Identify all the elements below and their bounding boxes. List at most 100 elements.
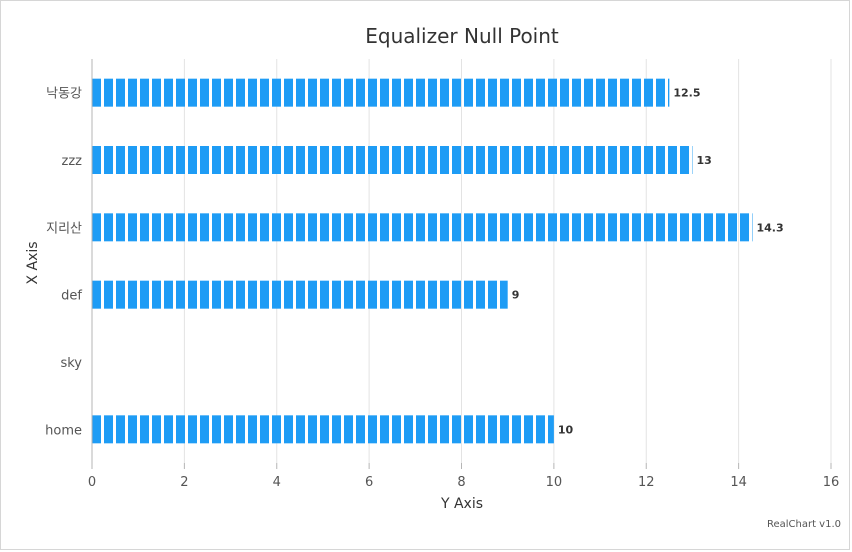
bar-segment	[296, 78, 305, 107]
bar	[92, 280, 508, 309]
bar-segment	[368, 415, 377, 444]
bar-segment	[428, 146, 437, 174]
bar-segment	[452, 415, 461, 444]
bar-segment	[320, 415, 329, 444]
bar-segment	[224, 78, 233, 107]
bar-segment	[512, 415, 521, 444]
bar-segment	[332, 280, 341, 309]
bar-segment	[440, 415, 449, 444]
bar-segment	[668, 78, 670, 107]
tick-label: 2	[180, 475, 188, 490]
bar-segment	[524, 146, 533, 174]
bar-segment	[332, 213, 341, 242]
bar-segment	[164, 280, 173, 309]
bar-segment	[488, 213, 497, 242]
bar-segment	[260, 280, 269, 309]
bar-segment	[524, 415, 533, 444]
bar-segment	[536, 415, 545, 444]
bar-segment	[152, 280, 161, 309]
bar-segment	[368, 213, 377, 242]
bar-segment	[164, 146, 173, 174]
bar-segment	[224, 280, 233, 309]
bar-segment	[308, 213, 317, 242]
bar-segment	[92, 78, 101, 107]
bar-segment	[176, 78, 185, 107]
bar-segment	[284, 78, 293, 107]
bar-segment	[488, 415, 497, 444]
bar-segment	[212, 78, 221, 107]
bar-segment	[320, 146, 329, 174]
bar-segment	[344, 213, 353, 242]
bar-segment	[224, 146, 233, 174]
bar-segment	[128, 415, 137, 444]
bar-segment	[644, 146, 653, 174]
bar-segment	[500, 78, 509, 107]
bar-segment	[128, 213, 137, 242]
bar-segment	[500, 213, 509, 242]
bar-segment	[200, 146, 209, 174]
bar-segment	[404, 146, 413, 174]
bar-segment	[476, 213, 485, 242]
bar-segment	[584, 146, 593, 174]
bar-segment	[584, 213, 593, 242]
bar-segment	[476, 78, 485, 107]
bar-segment	[464, 415, 473, 444]
bar-segment	[668, 213, 677, 242]
bar-segment	[692, 213, 701, 242]
bar-segment	[404, 213, 413, 242]
bar-segment	[284, 415, 293, 444]
bar-segment	[260, 213, 269, 242]
bar-segment	[308, 280, 317, 309]
bar-segment	[128, 280, 137, 309]
bar-segment	[176, 146, 185, 174]
bar-segment	[548, 146, 557, 174]
category-label: def	[61, 289, 82, 304]
data-label: 12.5	[673, 87, 700, 100]
bar-segment	[356, 415, 365, 444]
bar-segment	[92, 415, 101, 444]
bar-segment	[500, 415, 509, 444]
bar-segment	[272, 415, 281, 444]
bar-segment	[644, 213, 653, 242]
bar-segment	[116, 78, 125, 107]
bar-segment	[548, 78, 557, 107]
value-tick-labels: 0 2 4 6 8 10 12 14 16	[88, 463, 839, 490]
bar-segment	[416, 415, 425, 444]
category-label: 낙동강	[46, 87, 82, 102]
bar-segment	[272, 146, 281, 174]
value-axis-title: Y Axis	[440, 496, 483, 512]
tick-label: 14	[730, 475, 747, 490]
bar-segment	[236, 415, 245, 444]
bar-segment	[140, 78, 149, 107]
bar-segment	[368, 78, 377, 107]
bar-segment	[104, 213, 113, 242]
bar-segment	[416, 78, 425, 107]
bar-segment	[248, 213, 257, 242]
bar-segment	[524, 78, 533, 107]
bar-segment	[188, 78, 197, 107]
bar-segment	[296, 415, 305, 444]
bar-segment	[308, 146, 317, 174]
bar	[92, 146, 693, 174]
bar-segment	[116, 280, 125, 309]
bar-segment	[440, 78, 449, 107]
bar-segment	[500, 146, 509, 174]
bar-segment	[356, 280, 365, 309]
bar-segment	[500, 280, 508, 309]
bar-segment	[380, 78, 389, 107]
bar-segment	[476, 146, 485, 174]
bar-segment	[488, 280, 497, 309]
bar-segment	[200, 280, 209, 309]
bar-segment	[152, 213, 161, 242]
bar-segment	[212, 146, 221, 174]
tick-label: 8	[457, 475, 465, 490]
category-label: sky	[60, 356, 82, 371]
bar-segment	[320, 78, 329, 107]
bar-segment	[140, 213, 149, 242]
bar-segment	[560, 213, 569, 242]
bar-segment	[428, 78, 437, 107]
bar-segment	[92, 213, 101, 242]
bar-segment	[140, 280, 149, 309]
bar-segment	[560, 78, 569, 107]
bar-segment	[548, 213, 557, 242]
